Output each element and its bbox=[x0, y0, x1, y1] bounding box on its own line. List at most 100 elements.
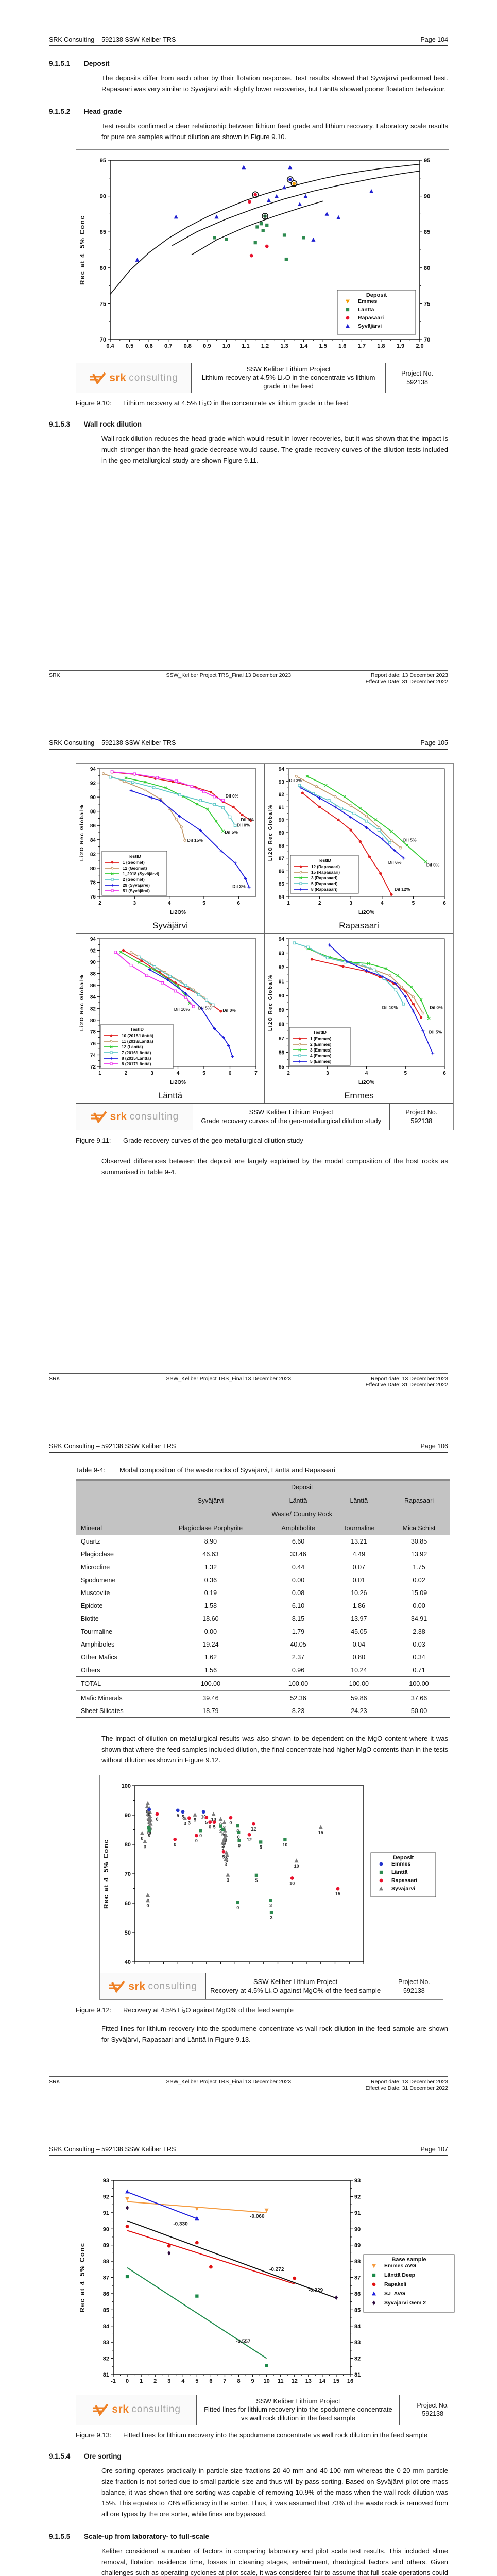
svg-text:84: 84 bbox=[279, 894, 285, 900]
svg-text:Dil 0%: Dil 0% bbox=[226, 793, 239, 799]
svg-text:40: 40 bbox=[125, 1959, 131, 1965]
table-row: Mafic Minerals 39.46 52.36 59.86 37.66 bbox=[81, 1694, 427, 1702]
project-no-value: 592138 bbox=[410, 1117, 433, 1125]
panel-rapasaari-chart: 1 2 3 4 5 6 84 85 86 87 88 89 90 91 92 93 94 Dil 3% Dil 5%… bbox=[265, 764, 453, 919]
svg-text:95: 95 bbox=[424, 158, 430, 164]
figure-9-11-caption: Figure 9.11: Grade recovery curves of th… bbox=[76, 1137, 448, 1144]
svg-text:-0.330: -0.330 bbox=[173, 2221, 188, 2227]
panel-lantta: 1 2 3 4 5 6 7 72 74 76 78 80 82 84 86 88 90 92 94 Dil 0% Dil… bbox=[76, 934, 265, 1103]
svg-text:91: 91 bbox=[279, 805, 285, 810]
svg-text:81: 81 bbox=[354, 2372, 361, 2378]
table-row: Muscovite 0.19 0.08 10.26 15.09 bbox=[81, 1589, 427, 1597]
svg-text:Rec at 4_5% Conc: Rec at 4_5% Conc bbox=[102, 1839, 110, 1909]
section-title: Wall rock dilution bbox=[84, 420, 142, 428]
svg-text:3: 3 bbox=[326, 1071, 329, 1076]
deposit-header: Syväjärvi bbox=[154, 1494, 267, 1507]
table-row: Epidote 1.58 6.10 1.86 0.00 bbox=[81, 1602, 425, 1609]
section-heading-deposit: 9.1.5.1 Deposit bbox=[49, 60, 448, 67]
svg-text:0.7: 0.7 bbox=[164, 343, 172, 349]
svg-text:10: 10 bbox=[264, 2378, 270, 2384]
svg-text:1.6: 1.6 bbox=[338, 343, 346, 349]
svg-text:5 (Rapasaari): 5 (Rapasaari) bbox=[311, 882, 338, 886]
deposit-name-row: Syväjärvi Länttä Länttä Rapasaari bbox=[76, 1494, 450, 1507]
svg-text:0.8: 0.8 bbox=[184, 343, 192, 349]
svg-text:5: 5 bbox=[202, 1071, 205, 1076]
svg-text:76: 76 bbox=[90, 894, 96, 900]
figure-9-11-panels: 23456776788082848688909294Dil 0%Dil 0%Di… bbox=[76, 764, 453, 1103]
svg-text:3: 3 bbox=[167, 2378, 170, 2384]
figure-project-no: Project No. 592138 bbox=[385, 363, 449, 393]
svg-text:10: 10 bbox=[289, 1881, 295, 1886]
svg-text:Rapasaari: Rapasaari bbox=[358, 315, 384, 321]
svg-text:90: 90 bbox=[103, 2226, 109, 2232]
footer-center: SSW_Keliber Project TRS_Final 13 Decembe… bbox=[166, 1376, 292, 1382]
svg-text:0: 0 bbox=[236, 1905, 239, 1910]
svg-text:7: 7 bbox=[223, 2378, 226, 2384]
svg-text:5: 5 bbox=[221, 1832, 224, 1837]
figure-caption-text: Fitted lines for lithium recovery into t… bbox=[123, 2431, 428, 2439]
svg-text:Dil 6%: Dil 6% bbox=[388, 860, 402, 865]
svg-text:80: 80 bbox=[424, 265, 430, 272]
svg-text:5: 5 bbox=[177, 1813, 179, 1818]
svg-text:5: 5 bbox=[404, 1071, 407, 1076]
svg-text:5: 5 bbox=[195, 2378, 198, 2384]
svg-text:5: 5 bbox=[412, 901, 415, 906]
figure-9-12: 4050607080901000000000000000000003510035… bbox=[99, 1775, 443, 2001]
svg-text:Emmes: Emmes bbox=[391, 1861, 411, 1867]
panel-emmes: 2 3 4 5 6 85 86 87 88 89 90 91 92 93 94 Dil 10% Dil 0% Di… bbox=[265, 934, 453, 1103]
svg-text:3: 3 bbox=[219, 1829, 222, 1834]
section-number: 9.1.5.3 bbox=[49, 420, 71, 428]
column-header-mineral: Mineral bbox=[76, 1480, 155, 1535]
project-no-value: 592138 bbox=[422, 2410, 444, 2418]
svg-text:93: 93 bbox=[279, 951, 285, 957]
svg-text:10 (2018/Länttä): 10 (2018/Länttä) bbox=[122, 1033, 153, 1038]
srk-logo: srk consulting bbox=[76, 2395, 197, 2425]
svg-text:100: 100 bbox=[122, 1783, 131, 1789]
svg-text:90: 90 bbox=[279, 993, 285, 999]
svg-text:10: 10 bbox=[282, 1842, 287, 1848]
panel-rapasaari: 1 2 3 4 5 6 84 85 86 87 88 89 90 91 92 93 94 Dil 3% Dil 5%… bbox=[265, 764, 453, 934]
srk-wordmark: srk bbox=[128, 1980, 146, 1992]
svg-text:1: 1 bbox=[98, 1071, 101, 1076]
svg-text:0: 0 bbox=[156, 1817, 159, 1822]
deposit-header: Länttä bbox=[329, 1494, 389, 1507]
svg-text:90: 90 bbox=[90, 795, 96, 801]
svg-text:89: 89 bbox=[279, 1008, 285, 1013]
header-title: SRK Consulting – 592138 SSW Keliber TRS bbox=[49, 2146, 176, 2153]
svg-text:90: 90 bbox=[354, 2226, 361, 2232]
page-105: SRK Consulting – 592138 SSW Keliber TRS … bbox=[0, 703, 497, 1406]
svg-text:0: 0 bbox=[146, 1806, 149, 1811]
svg-text:TestID: TestID bbox=[313, 1030, 327, 1035]
header-title: SRK Consulting – 592138 SSW Keliber TRS bbox=[49, 1443, 176, 1450]
svg-text:88: 88 bbox=[90, 972, 96, 977]
svg-text:89: 89 bbox=[279, 831, 285, 836]
page-header: SRK Consulting – 592138 SSW Keliber TRS … bbox=[49, 36, 448, 46]
svg-text:0: 0 bbox=[237, 1835, 240, 1840]
svg-text:85: 85 bbox=[424, 229, 430, 235]
project-no-value: 592138 bbox=[406, 378, 428, 386]
paragraph-ore-sorting: Ore sorting operates practically in part… bbox=[101, 2466, 448, 2518]
svg-text:92: 92 bbox=[90, 948, 96, 954]
svg-text:78: 78 bbox=[90, 1029, 96, 1035]
svg-text:10: 10 bbox=[201, 1815, 206, 1820]
rock-type-header: Amphibolite bbox=[267, 1521, 330, 1535]
footer-report-date: Report date: 13 December 2023 bbox=[370, 2079, 448, 2085]
section-heading-ore-sorting: 9.1.5.4 Ore sorting bbox=[49, 2452, 448, 2460]
panel-lantta-chart: 1 2 3 4 5 6 7 72 74 76 78 80 82 84 86 88 90 92 94 Dil 0% Dil… bbox=[76, 934, 264, 1089]
page-number: Page 105 bbox=[420, 739, 448, 747]
svg-text:Rapasaari: Rapasaari bbox=[391, 1877, 417, 1884]
svg-text:Dil 0%: Dil 0% bbox=[426, 862, 440, 868]
project-no-label: Project No. bbox=[405, 1109, 438, 1116]
svg-text:Li2O%: Li2O% bbox=[170, 1080, 186, 1086]
svg-text:3: 3 bbox=[133, 901, 136, 906]
footer-right: Report date: 13 December 2023 Effective … bbox=[329, 2079, 448, 2091]
srk-logo-icon bbox=[93, 2404, 109, 2416]
svg-text:80: 80 bbox=[125, 1842, 131, 1848]
svg-text:85: 85 bbox=[100, 229, 106, 235]
svg-text:Dil 5%: Dil 5% bbox=[198, 1006, 212, 1011]
section-heading-wall-rock-dilution: 9.1.5.3 Wall rock dilution bbox=[49, 420, 448, 428]
page-number: Page 106 bbox=[420, 1443, 448, 1450]
footer-effective-date: Effective Date: 31 December 2022 bbox=[365, 1382, 448, 1388]
page-footer: SRK SSW_Keliber Project TRS_Final 13 Dec… bbox=[49, 2076, 448, 2091]
svg-text:1.5: 1.5 bbox=[319, 343, 327, 349]
